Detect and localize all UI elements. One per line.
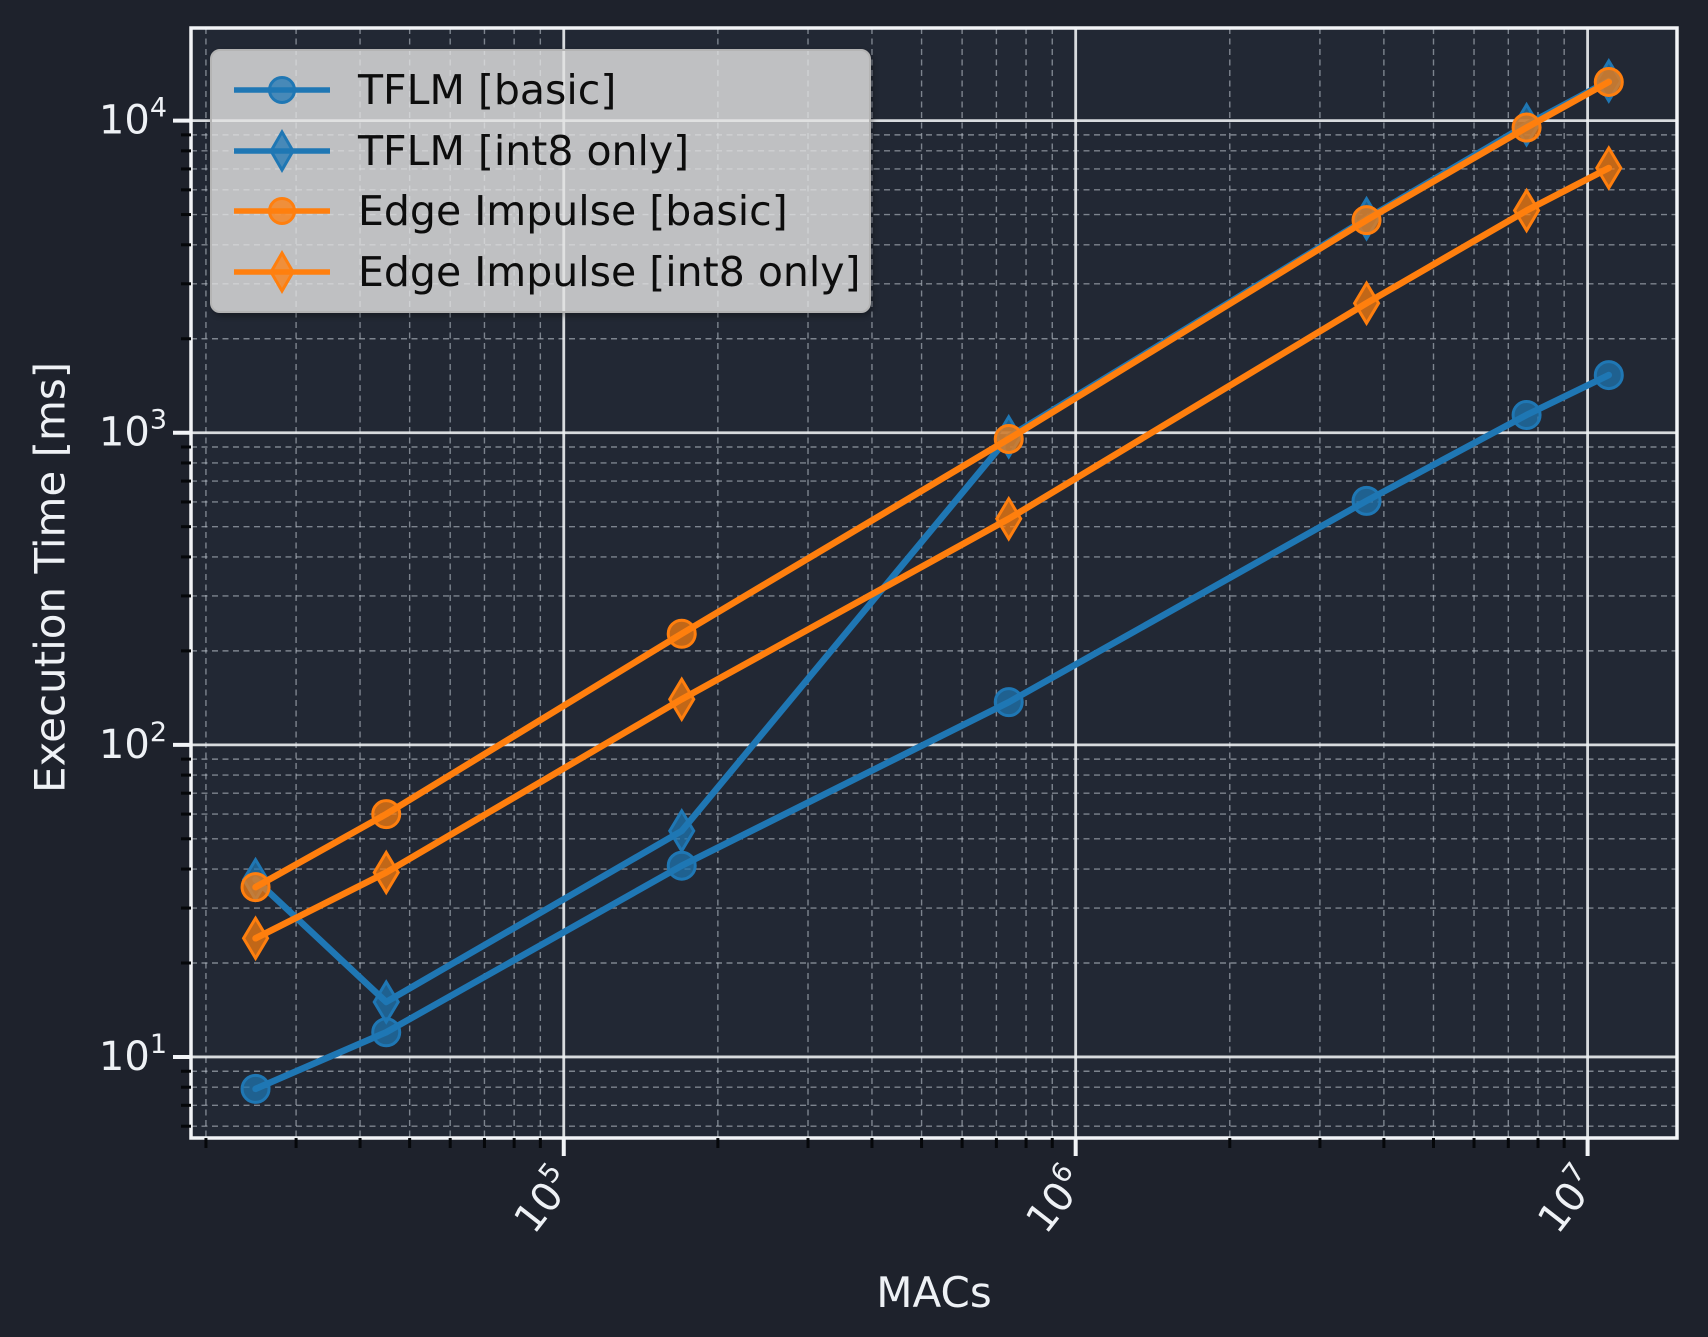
y-axis-label: Execution Time [ms]: [25, 361, 75, 793]
legend-item-label: Edge Impulse [int8 only]: [358, 248, 861, 297]
data-point-series-2: [1351, 205, 1382, 236]
legend-item-0: TFLM [basic]: [212, 62, 869, 118]
data-point-series-1: [667, 807, 696, 854]
data-point-series-0: [240, 1073, 271, 1104]
legend-item-label: Edge Impulse [basic]: [358, 187, 788, 236]
y-tick-label: 103: [99, 405, 167, 456]
data-point-series-2: [371, 799, 402, 830]
y-tick-label: 101: [99, 1029, 167, 1080]
data-point-series-3: [667, 676, 696, 723]
data-point-series-3: [1352, 280, 1381, 327]
data-point-series-2: [993, 423, 1024, 454]
data-point-series-1: [372, 979, 400, 1025]
legend: TFLM [basic] TFLM [int8 only] Edge Impulse…: [210, 49, 871, 313]
axes-spines: [189, 26, 1679, 1140]
y-tick-label: 104: [99, 93, 167, 144]
data-point-series-2: [240, 872, 271, 903]
data-point-series-3: [1595, 145, 1623, 191]
x-tick-label: 105: [502, 1157, 584, 1242]
data-point-series-0: [1351, 485, 1382, 516]
legend-swatch-diamond-icon: [234, 128, 330, 173]
data-point-series-0: [666, 850, 697, 881]
legend-item-label: TFLM [basic]: [358, 65, 617, 114]
data-point-series-2: [666, 618, 697, 649]
data-point-series-3: [372, 849, 400, 896]
data-point-series-2: [1511, 112, 1542, 143]
x-tick-label: 107: [1525, 1157, 1607, 1242]
data-point-series-3: [1512, 187, 1541, 234]
legend-item-1: TFLM [int8 only]: [212, 123, 869, 179]
x-tick-label: 106: [1013, 1157, 1095, 1242]
data-point-series-0: [993, 687, 1024, 718]
data-point-series-0: [1511, 399, 1542, 430]
legend-item-label: TFLM [int8 only]: [358, 126, 690, 175]
legend-item-3: Edge Impulse [int8 only]: [212, 244, 869, 300]
legend-swatch-diamond-icon: [234, 250, 330, 295]
legend-swatch-circle-icon: [234, 197, 330, 226]
legend-swatch-circle-icon: [234, 75, 330, 104]
x-axis-label: MACs: [876, 1268, 992, 1317]
legend-item-2: Edge Impulse [basic]: [212, 183, 869, 239]
y-tick-label: 102: [99, 717, 167, 768]
data-point-series-0: [1593, 360, 1624, 391]
data-point-series-3: [241, 915, 270, 962]
data-point-series-2: [1593, 66, 1624, 97]
data-point-series-3: [994, 495, 1023, 542]
